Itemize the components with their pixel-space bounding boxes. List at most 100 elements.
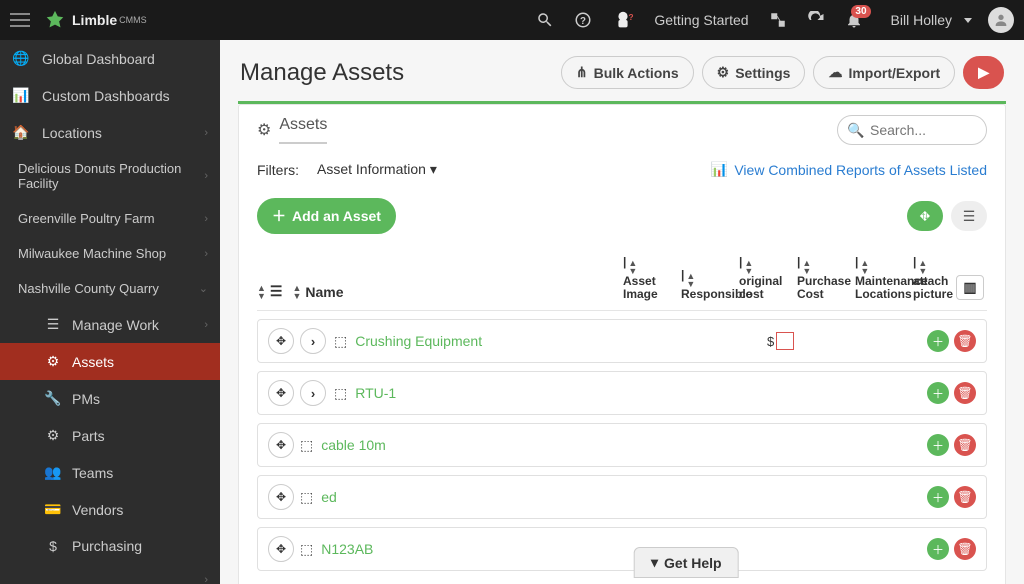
table-header: ▲▼☰ ▲▼Name |▲▼Asset Image |▲▼Responsible… (257, 250, 987, 311)
add-child-button[interactable]: ＋ (927, 330, 949, 352)
sidebar-location-donuts[interactable]: Delicious Donuts Production Facility› (0, 151, 220, 201)
expand-toggle[interactable]: › (300, 328, 326, 354)
cube-icon: ⬚ (300, 437, 313, 454)
asset-name-link[interactable]: cable 10m (321, 437, 386, 453)
cloud-icon: ☁ (828, 64, 842, 81)
columns-icon: ▥ (963, 279, 976, 295)
chevron-right-icon: › (204, 574, 208, 584)
main-menu-toggle[interactable] (10, 13, 30, 27)
globe-icon: 🌐 (12, 50, 30, 67)
add-child-button[interactable]: ＋ (927, 434, 949, 456)
avatar[interactable] (988, 7, 1014, 33)
drag-handle[interactable]: ✥ (268, 536, 294, 562)
asset-row: ✥ ⬚ cable 10m ＋🗑 (257, 423, 987, 467)
drag-handle[interactable]: ✥ (268, 380, 294, 406)
add-asset-button[interactable]: ＋Add an Asset (257, 198, 396, 234)
getting-started-link[interactable]: Getting Started (654, 12, 748, 28)
notification-count: 30 (851, 5, 870, 18)
get-help-button[interactable]: ▾Get Help (634, 547, 739, 578)
chart-icon: 📊 (711, 161, 728, 178)
sidebar-item-locations[interactable]: 🏠Locations› (0, 114, 220, 151)
sort-by-name[interactable]: ▲▼Name (292, 283, 343, 300)
col-responsible[interactable]: |▲▼Responsible (681, 269, 739, 301)
notifications-icon[interactable]: 30 (845, 11, 863, 29)
asset-row: ✥ › ⬚ Crushing Equipment $ ＋🗑 (257, 319, 987, 363)
asset-row: ✥ › ⬚ RTU-1 ＋🗑 (257, 371, 987, 415)
combined-reports-link[interactable]: 📊View Combined Reports of Assets Listed (711, 161, 987, 178)
plus-icon: ＋ (272, 206, 286, 226)
list-view-toggle[interactable]: ☰ (951, 201, 987, 231)
add-child-button[interactable]: ＋ (927, 382, 949, 404)
svg-text:?: ? (580, 16, 586, 27)
delete-button[interactable]: 🗑 (954, 486, 976, 508)
logo-suffix: CMMS (119, 15, 147, 25)
cube-icon: ⬚ (300, 541, 313, 558)
username-label: Bill Holley (891, 12, 952, 28)
dollar-icon: $ (44, 538, 62, 554)
sidebar-item-assets[interactable]: ⚙Assets (0, 343, 220, 380)
sidebar-location-milwaukee[interactable]: Milwaukee Machine Shop› (0, 236, 220, 271)
import-export-button[interactable]: ☁Import/Export (813, 56, 955, 89)
asset-row: ✥ ⬚ N123AB ＋🗑 (257, 527, 987, 571)
list-icon: ☰ (963, 208, 976, 225)
asset-name-link[interactable]: N123AB (321, 541, 373, 557)
column-settings-button[interactable]: ▥ (956, 275, 983, 300)
panel-title: ⚙Assets (257, 116, 327, 144)
chevron-down-icon: ▾ (651, 554, 658, 571)
sidebar-item-pms[interactable]: 🔧PMs (0, 380, 220, 417)
wrench-icon: 🔧 (44, 390, 62, 407)
sidebar-item-vendors[interactable]: 💳Vendors (0, 491, 220, 528)
sidebar-expand-more[interactable]: › (0, 564, 220, 584)
sidebar-location-poultry[interactable]: Greenville Poultry Farm› (0, 201, 220, 236)
sidebar-location-nashville[interactable]: Nashville County Quarry⌄ (0, 271, 220, 306)
purchase-cost-cell[interactable]: $ (767, 332, 825, 350)
sidebar-item-purchasing[interactable]: $Purchasing (0, 528, 220, 564)
add-child-button[interactable]: ＋ (927, 486, 949, 508)
col-attach-picture[interactable]: |▲▼attach picture (913, 256, 947, 300)
refresh-icon[interactable] (807, 11, 825, 29)
cube-icon: ⬚ (334, 333, 347, 350)
tree-view-toggle[interactable]: ⛖ (907, 201, 943, 231)
asset-name-link[interactable]: RTU-1 (355, 385, 396, 401)
translate-icon[interactable] (769, 11, 787, 29)
play-button[interactable]: ▶ (963, 56, 1004, 89)
settings-button[interactable]: ⚙Settings (702, 56, 806, 89)
search-icon[interactable] (536, 11, 554, 29)
gears-icon: ⚙ (257, 120, 271, 140)
svg-text:?: ? (629, 13, 634, 22)
chevron-right-icon: › (204, 213, 208, 225)
delete-button[interactable]: 🗑 (954, 330, 976, 352)
asset-name-link[interactable]: ed (321, 489, 337, 505)
col-maintenance-locations[interactable]: |▲▼Maintenance Locations (855, 256, 913, 300)
chevron-down-icon (964, 18, 972, 23)
play-icon: ▶ (978, 64, 989, 81)
search-icon: 🔍 (847, 122, 864, 139)
bulk-actions-button[interactable]: ⋔Bulk Actions (561, 56, 694, 89)
astronaut-icon[interactable]: ? (612, 9, 634, 31)
col-asset-image[interactable]: |▲▼Asset Image (623, 256, 681, 300)
sort-by-order[interactable]: ▲▼☰ (257, 283, 282, 300)
expand-toggle[interactable]: › (300, 380, 326, 406)
delete-button[interactable]: 🗑 (954, 434, 976, 456)
sidebar-item-parts[interactable]: ⚙Parts (0, 417, 220, 454)
help-icon[interactable]: ? (574, 11, 592, 29)
sidebar-item-teams[interactable]: 👥Teams (0, 454, 220, 491)
delete-button[interactable]: 🗑 (954, 382, 976, 404)
drag-handle[interactable]: ✥ (268, 328, 294, 354)
asset-name-link[interactable]: Crushing Equipment (355, 333, 482, 349)
user-menu[interactable]: Bill Holley (883, 12, 972, 28)
filter-dropdown[interactable]: Asset Information ▾ (317, 161, 437, 178)
sidebar-item-manage-work[interactable]: ☰Manage Work› (0, 306, 220, 343)
chevron-right-icon: › (204, 170, 208, 182)
chevron-right-icon: › (204, 248, 208, 260)
drag-handle[interactable]: ✥ (268, 484, 294, 510)
col-original-cost[interactable]: |▲▼original cost (739, 256, 797, 300)
sidebar-item-global-dashboard[interactable]: 🌐Global Dashboard (0, 40, 220, 77)
drag-handle[interactable]: ✥ (268, 432, 294, 458)
logo[interactable]: LimbleCMMS (44, 9, 147, 31)
delete-button[interactable]: 🗑 (954, 538, 976, 560)
sitemap-icon: ⛖ (919, 208, 930, 225)
sidebar-item-custom-dashboards[interactable]: 📊Custom Dashboards (0, 77, 220, 114)
add-child-button[interactable]: ＋ (927, 538, 949, 560)
col-purchase-cost[interactable]: |▲▼Purchase Cost (797, 256, 855, 300)
